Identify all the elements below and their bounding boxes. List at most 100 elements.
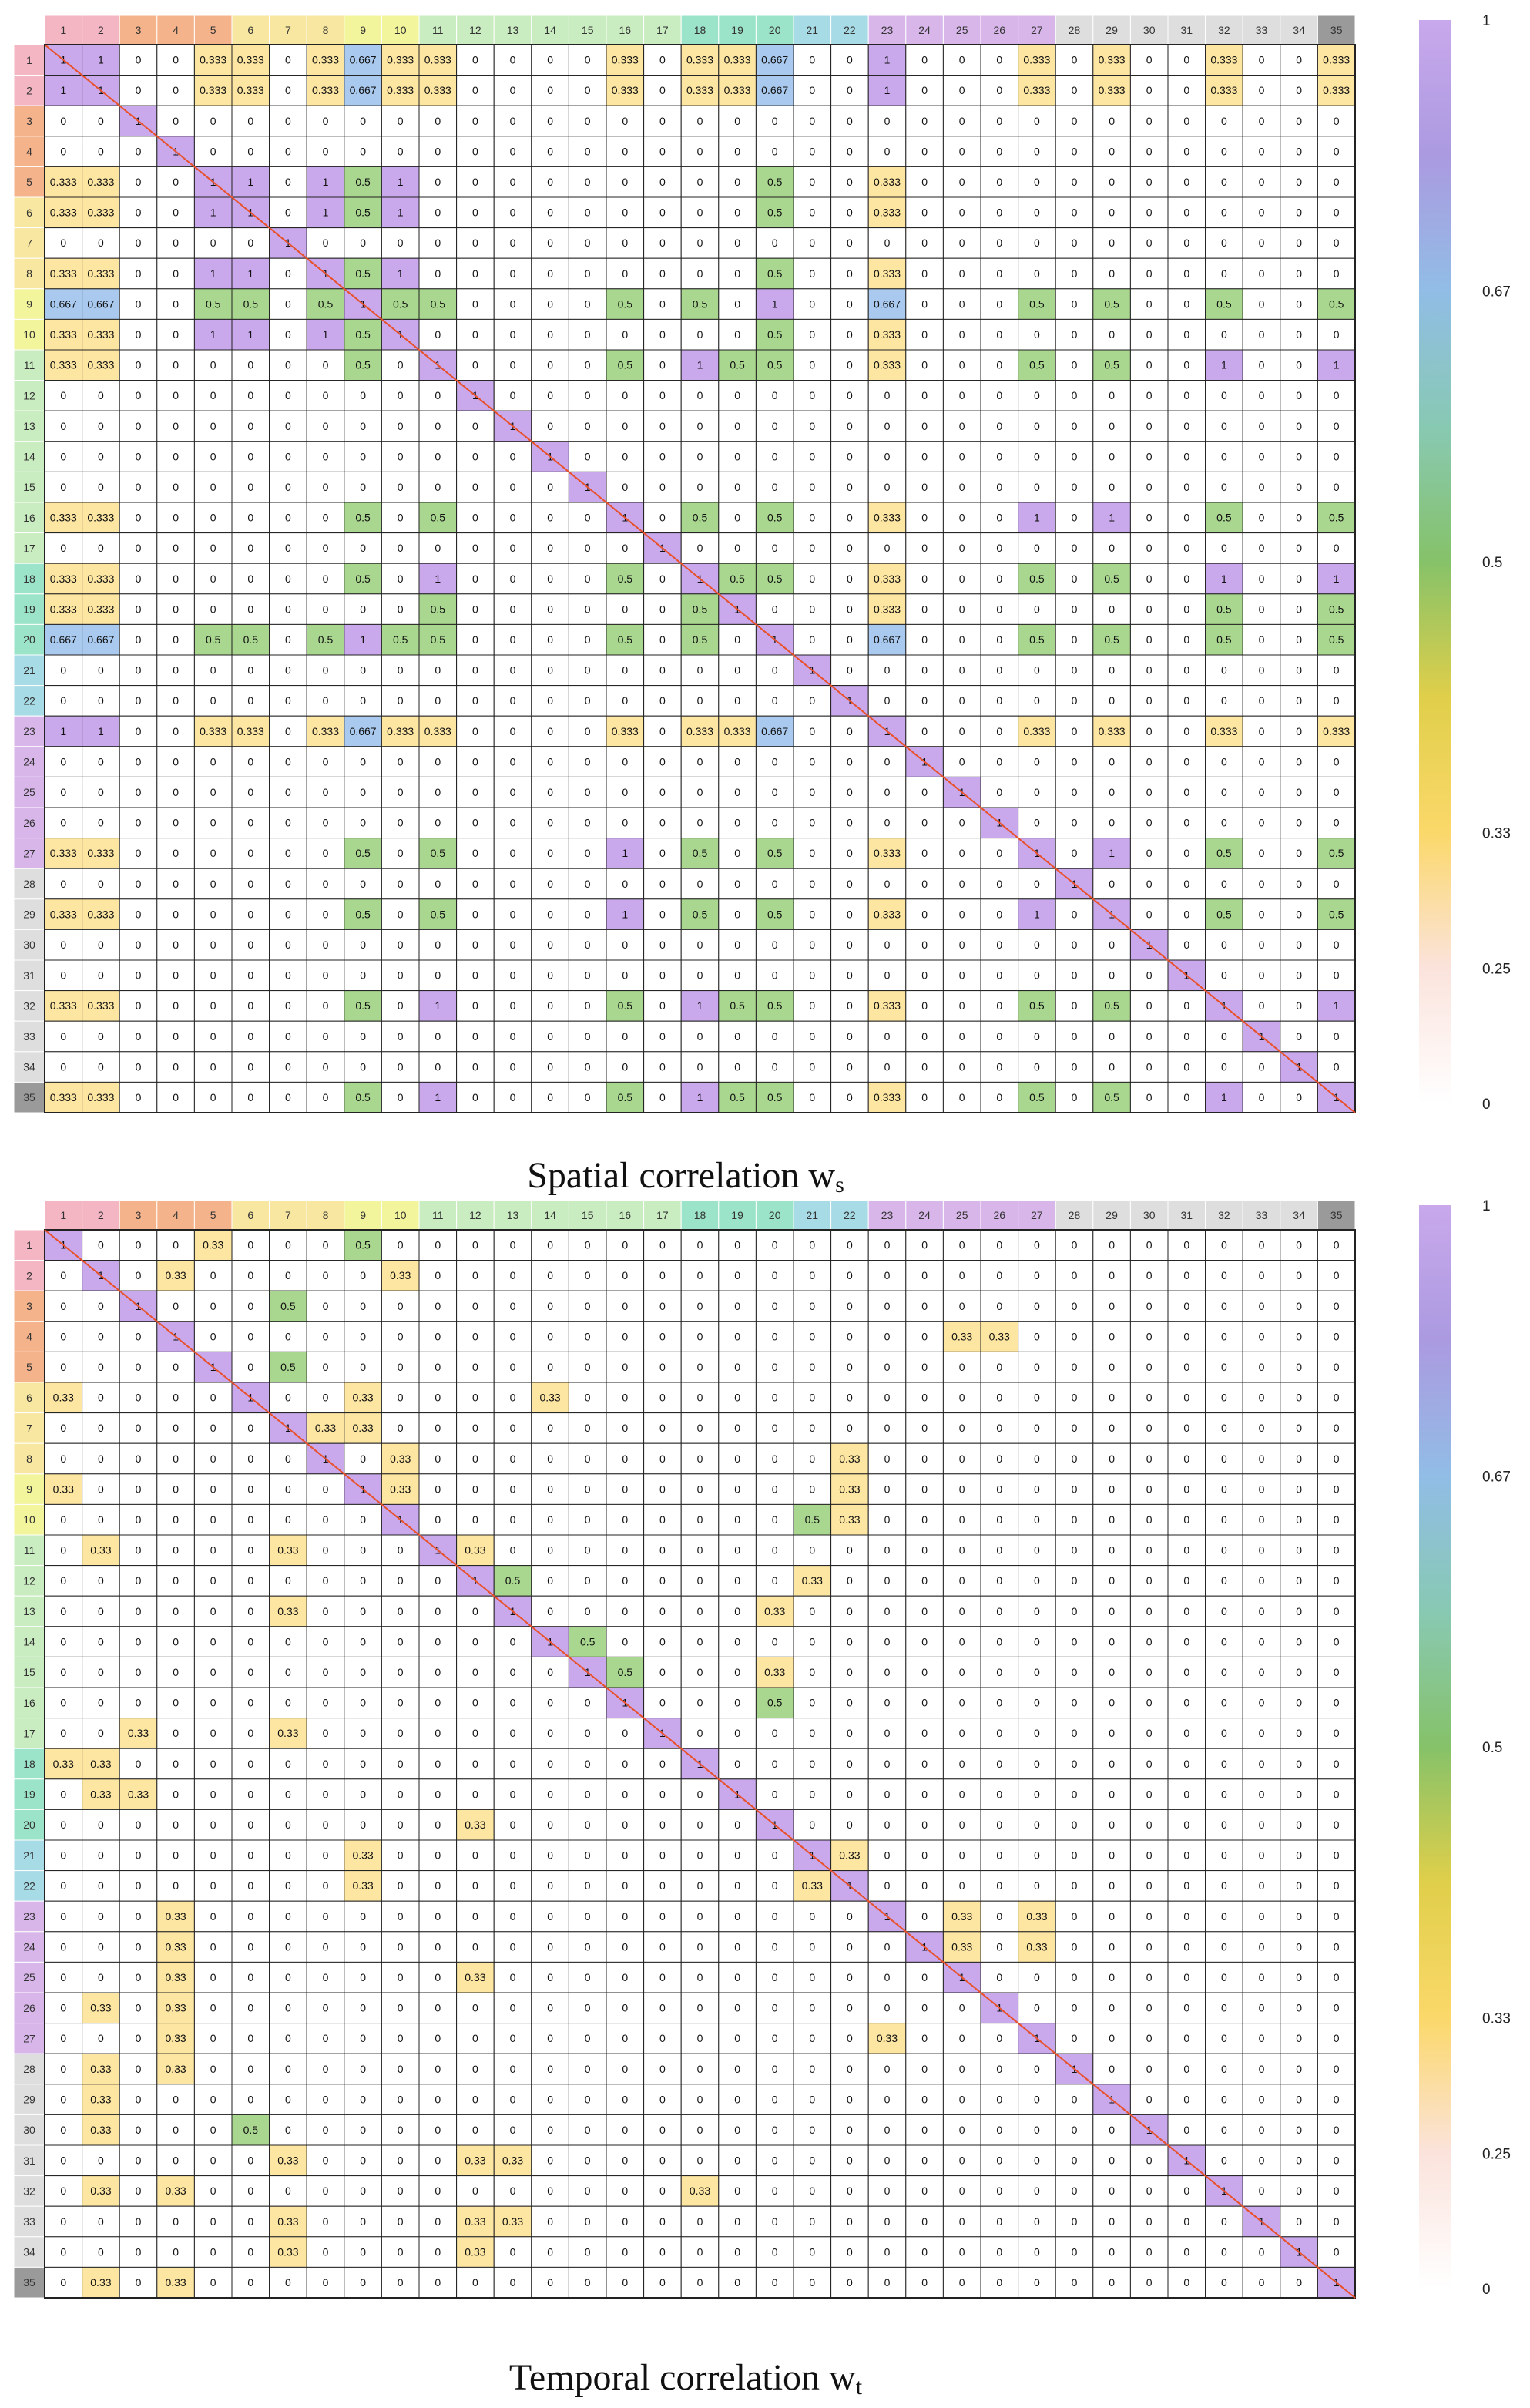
temporal-cell-value: 0 [210, 1574, 216, 1587]
spatial-cell-value: 0 [734, 481, 740, 493]
spatial-row-label: 6 [26, 207, 32, 219]
spatial-cell-value: 0 [398, 999, 404, 1012]
temporal-cell-value: 0 [1259, 2002, 1265, 2014]
spatial-cell-value: 0.333 [387, 84, 414, 96]
spatial-cell [344, 196, 382, 229]
temporal-cell-value: 0 [996, 1300, 1002, 1312]
spatial-cell-value: 0.5 [243, 633, 259, 646]
spatial-cell-value: 0 [585, 603, 591, 615]
spatial-cell-value: 0 [1259, 207, 1265, 219]
spatial-cell-value: 0 [1109, 664, 1115, 677]
spatial-cell [44, 1081, 83, 1113]
spatial-cell-value: 0 [697, 420, 703, 432]
temporal-cell-value: 0.33 [352, 1422, 373, 1434]
spatial-cell-value: 0 [323, 999, 329, 1012]
temporal-cell-value: 0 [1072, 1605, 1078, 1617]
spatial-cell-value: 0 [659, 603, 666, 615]
spatial-cell [1092, 196, 1131, 229]
spatial-cell [1242, 380, 1281, 411]
spatial-cell-value: 0 [210, 1060, 216, 1073]
spatial-cell-value: 0 [1296, 207, 1302, 219]
spatial-cell-value: 0 [959, 817, 965, 829]
temporal-cell-value: 0 [847, 2154, 853, 2167]
spatial-cell-value: 1 [323, 207, 329, 219]
spatial-cell [755, 349, 794, 381]
spatial-cell-value: 0.333 [1023, 54, 1050, 66]
temporal-cell-value: 0 [1146, 1635, 1153, 1647]
temporal-cell [231, 1260, 270, 1291]
spatial-cell [680, 898, 720, 930]
spatial-cell [1167, 807, 1206, 839]
spatial-cell-value: 0 [659, 664, 666, 677]
spatial-col-label: 22 [844, 24, 856, 36]
spatial-cell-value: 0 [510, 999, 516, 1012]
temporal-cell-value: 0 [1146, 2093, 1153, 2105]
temporal-cell-value: 0 [285, 1483, 291, 1495]
spatial-cell-value: 0 [1183, 1060, 1189, 1073]
spatial-cell-value: 0 [1221, 328, 1227, 341]
spatial-cell-value: 0 [136, 573, 142, 585]
spatial-cell-value: 0 [510, 908, 516, 920]
temporal-cell-value: 0 [1146, 2154, 1153, 2167]
temporal-cell-value: 0 [772, 1971, 778, 1983]
spatial-col-header-bg [830, 15, 869, 45]
temporal-col-header-bg [381, 1200, 420, 1231]
temporal-cell-value: 0.33 [165, 2063, 186, 2075]
spatial-cell-value: 0 [847, 725, 853, 737]
temporal-cell-value: 0 [847, 1605, 853, 1617]
temporal-cell-value: 0 [547, 1940, 553, 1953]
temporal-cell-value: 0 [996, 1727, 1002, 1739]
spatial-cell [680, 105, 720, 137]
temporal-cell [1317, 1260, 1356, 1291]
spatial-cell-value: 0 [323, 847, 329, 859]
spatial-cell [568, 288, 607, 320]
spatial-cell-value: 0 [173, 54, 179, 66]
spatial-cell-value: 0 [173, 878, 179, 890]
spatial-cell-value: 0 [1334, 207, 1340, 219]
spatial-cell [1055, 746, 1094, 777]
spatial-cell [718, 746, 757, 777]
spatial-cell [1129, 44, 1169, 76]
spatial-cell [718, 502, 757, 534]
temporal-cell-value: 0 [435, 1300, 441, 1312]
temporal-cell-value: 0 [622, 1819, 628, 1831]
temporal-cell-value: 0 [1183, 1635, 1189, 1647]
spatial-cell-value: 1 [360, 633, 366, 646]
temporal-cell-value: 0 [1296, 1635, 1302, 1647]
spatial-cell [119, 166, 158, 198]
temporal-cell-value: 0 [959, 1361, 965, 1373]
temporal-cell-value: 0 [585, 1361, 591, 1373]
spatial-cell-value: 0 [247, 664, 253, 677]
spatial-cell-value: 0 [1146, 207, 1153, 219]
spatial-cell-value: 0 [1296, 84, 1302, 96]
spatial-cell-value: 0 [1221, 664, 1227, 677]
spatial-cell-value: 0 [1296, 115, 1302, 127]
spatial-cell-value: 0.333 [50, 207, 77, 219]
spatial-cell [1129, 349, 1169, 381]
spatial-cell [680, 1051, 720, 1083]
spatial-cell-value: 0.333 [724, 725, 751, 737]
temporal-cell-value: 0 [435, 2185, 441, 2197]
spatial-cell-value: 0 [996, 207, 1002, 219]
spatial-cell-value: 0 [1296, 542, 1302, 554]
spatial-cell-value: 0 [1259, 878, 1265, 890]
spatial-cell-value: 0 [921, 542, 928, 554]
spatial-cell-value: 0.333 [874, 603, 901, 615]
spatial-cell-value: 0 [622, 481, 628, 493]
spatial-cell-value: 0 [510, 573, 516, 585]
temporal-cell-value: 0.5 [355, 1239, 371, 1251]
spatial-cell-value: 0 [173, 420, 179, 432]
spatial-cell-value: 0 [1034, 207, 1040, 219]
temporal-cell-value: 0.5 [280, 1361, 296, 1373]
temporal-cell-value: 0 [1259, 1697, 1265, 1709]
temporal-cell-value: 0 [1183, 1483, 1189, 1495]
spatial-cell [493, 471, 532, 503]
spatial-cell-value: 0 [659, 176, 666, 188]
spatial-row-label: 18 [23, 573, 35, 585]
spatial-cell-value: 0 [1221, 237, 1227, 249]
spatial-cell-value: 0 [435, 115, 441, 127]
spatial-cell [718, 227, 757, 259]
temporal-cell [1280, 1290, 1318, 1322]
temporal-cell-value: 0 [884, 1635, 891, 1647]
temporal-cell-value: 0 [60, 1544, 66, 1557]
